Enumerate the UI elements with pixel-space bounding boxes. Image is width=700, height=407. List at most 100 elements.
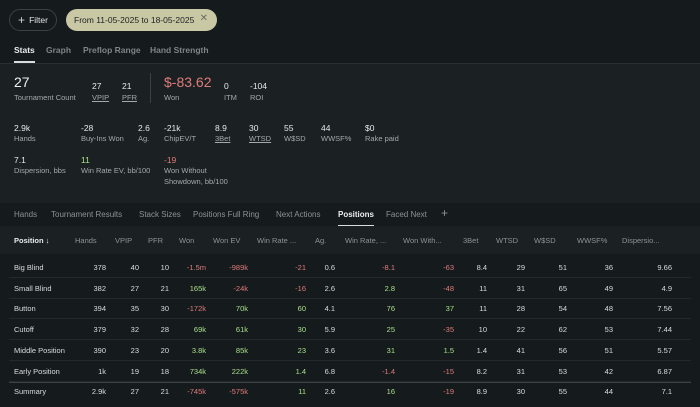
cell-won-ev: 85k — [235, 346, 248, 355]
tab-graph[interactable]: Graph — [46, 45, 72, 55]
subtab-positions-full-ring[interactable]: Positions Full Ring — [193, 210, 260, 219]
cell-hands: 2.9k — [91, 387, 106, 396]
date-range-chip[interactable]: From 11-05-2025 to 18-05-2025 ✕ — [66, 9, 217, 31]
won-without-showdown-label: Won Without — [164, 166, 207, 175]
winrate-ev-label: Win Rate EV, bb/100 — [81, 166, 151, 175]
winrate-ev-value: 11 — [81, 155, 90, 165]
threebet-label[interactable]: 3Bet — [215, 134, 231, 143]
col-header-3bet[interactable]: 3Bet — [463, 236, 479, 245]
cell-win-rate: -1.4 — [382, 367, 395, 376]
col-header-won[interactable]: Won — [179, 236, 195, 245]
cell-3bet: 11 — [479, 284, 487, 293]
cell-3bet: 8.9 — [476, 387, 487, 396]
subtab-tournament-results[interactable]: Tournament Results — [51, 210, 123, 219]
cell-win-rate: 2.8 — [384, 284, 395, 293]
cell-pfr: 18 — [160, 367, 169, 376]
ag-value: 2.6 — [138, 123, 150, 133]
cell-won: -172k — [187, 304, 206, 313]
ag-label: Ag. — [138, 134, 150, 143]
filter-button[interactable]: + Filter — [9, 9, 57, 31]
cell-hands: 378 — [93, 263, 106, 272]
col-header-win-rate[interactable]: Win Rate, ... — [345, 236, 387, 245]
cell-hands: 394 — [93, 304, 106, 313]
close-icon[interactable]: ✕ — [199, 13, 208, 24]
summary-divider — [9, 382, 691, 383]
cell-wsd: 55 — [558, 387, 567, 396]
row-divider — [9, 360, 691, 361]
cell-dispersion: 5.57 — [657, 346, 672, 355]
stats-panel — [0, 63, 700, 203]
subtab-stack-sizes[interactable]: Stack Sizes — [139, 210, 181, 219]
dispersion-label: Dispersion, bbs — [14, 166, 66, 175]
cell-won-ev: -575k — [229, 387, 248, 396]
cell-win-rate: 25 — [386, 325, 395, 334]
subtab-faced-next[interactable]: Faced Next — [386, 210, 427, 219]
col-header-vpip[interactable]: VPIP — [115, 236, 133, 245]
cell-wwsf: 42 — [604, 367, 613, 376]
cell-win-rate-ev: 1.4 — [295, 367, 306, 376]
tab-preflop-range[interactable]: Preflop Range — [83, 45, 141, 55]
cell-wwsf: 36 — [604, 263, 613, 272]
cell-won: 3.8k — [191, 346, 206, 355]
col-header-won-without[interactable]: Won With... — [403, 236, 442, 245]
cell-won-without: 37 — [445, 304, 454, 313]
col-header-wwsf[interactable]: WWSF% — [577, 236, 608, 245]
col-header-pfr[interactable]: PFR — [148, 236, 163, 245]
filter-label: Filter — [29, 15, 48, 25]
col-header-wtsd[interactable]: WTSD — [496, 236, 519, 245]
cell-win-rate: -8.1 — [382, 263, 395, 272]
won-label: Won — [164, 93, 180, 102]
cell-wwsf: 53 — [604, 325, 613, 334]
cell-pfr: 30 — [160, 304, 169, 313]
cell-wtsd: 31 — [516, 367, 525, 376]
vpip-label[interactable]: VPIP — [92, 93, 110, 102]
cell-won-without: -35 — [443, 325, 454, 334]
cell-3bet: 8.4 — [476, 263, 487, 272]
cell-won-ev: 70k — [235, 304, 248, 313]
cell-position: Early Position — [14, 367, 60, 376]
subtab-positions[interactable]: Positions — [338, 210, 375, 227]
cell-won-ev: -24k — [233, 284, 248, 293]
col-header-win-rate-ev[interactable]: Win Rate ... — [257, 236, 297, 245]
col-header-dispersion[interactable]: Dispersio... — [622, 236, 660, 245]
hands-value: 2.9k — [14, 123, 31, 133]
cell-won-without: 1.5 — [443, 346, 454, 355]
col-header-wsd[interactable]: W$SD — [534, 236, 556, 245]
cell-wtsd: 22 — [516, 325, 525, 334]
subtab-next-actions[interactable]: Next Actions — [276, 210, 321, 219]
col-header-ag[interactable]: Ag. — [315, 236, 327, 245]
cell-win-rate-ev: -21 — [295, 263, 306, 272]
cell-vpip: 32 — [130, 325, 139, 334]
tab-hand-strength[interactable]: Hand Strength — [150, 45, 209, 55]
cell-wwsf: 48 — [604, 304, 613, 313]
add-tab-icon[interactable]: + — [441, 206, 449, 220]
cell-wtsd: 30 — [516, 387, 525, 396]
subtab-hands[interactable]: Hands — [14, 210, 38, 219]
pfr-value: 21 — [122, 81, 132, 91]
col-header-hands[interactable]: Hands — [75, 236, 97, 245]
cell-position: Small Blind — [14, 284, 52, 293]
summary-separator — [150, 73, 151, 103]
cell-position: Button — [14, 304, 36, 313]
wtsd-label[interactable]: WTSD — [249, 134, 272, 143]
tournament-count-label: Tournament Count — [14, 93, 76, 102]
buyins-won-value: -28 — [81, 123, 94, 133]
col-header-won-ev[interactable]: Won EV — [213, 236, 241, 245]
rake-paid-value: $0 — [365, 123, 375, 133]
cell-won-without: -48 — [443, 284, 454, 293]
wsd-value: 55 — [284, 123, 294, 133]
cell-wsd: 51 — [558, 263, 567, 272]
dispersion-value: 7.1 — [14, 155, 26, 165]
row-divider — [9, 381, 691, 382]
wwsf-label: WWSF% — [321, 134, 352, 143]
col-header-position[interactable]: Position ↓ — [14, 236, 50, 245]
cell-wwsf: 49 — [604, 284, 613, 293]
tournament-count-value: 27 — [14, 74, 30, 90]
cell-win-rate-ev: 30 — [297, 325, 306, 334]
cell-wwsf: 44 — [604, 387, 613, 396]
cell-won-ev: 61k — [235, 325, 248, 334]
cell-ag: 0.6 — [324, 263, 335, 272]
pfr-label[interactable]: PFR — [122, 93, 137, 102]
tab-stats[interactable]: Stats — [14, 45, 35, 63]
cell-hands: 379 — [93, 325, 106, 334]
